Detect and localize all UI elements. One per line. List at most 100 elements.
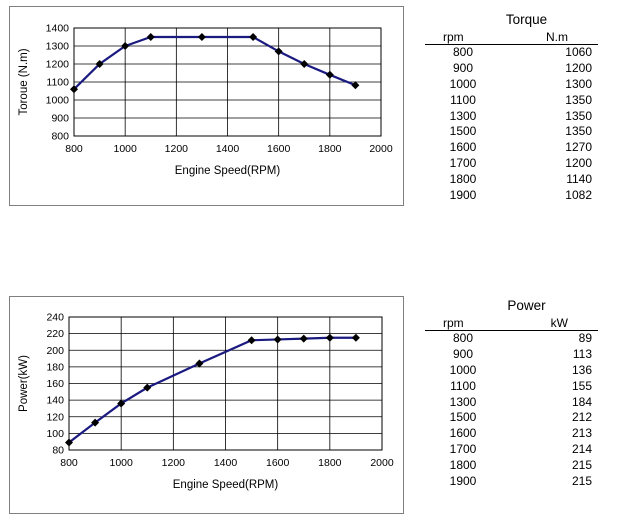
torque-table-row: 800 1060: [425, 45, 598, 61]
power-table-title: Power: [507, 298, 546, 313]
power-row-value: 113: [572, 346, 592, 361]
torque-row-rpm: 1700: [449, 156, 477, 171]
power-data-point: [195, 359, 204, 368]
torque-table-row: 1300 1350: [425, 109, 598, 125]
torque-row-rpm: 1500: [449, 124, 477, 139]
power-series-line: [68, 336, 356, 444]
torque-data-point: [274, 47, 283, 56]
power-ytick-label: 100: [46, 428, 64, 440]
power-x-axis-title: Engine Speed(RPM): [173, 479, 279, 491]
torque-data-point: [197, 33, 206, 41]
power-xtick-label: 1400: [214, 457, 238, 469]
torque-table-row: 1600 1270: [425, 140, 598, 156]
torque-y-axis-title: Toroue (N.m): [18, 48, 30, 115]
torque-ytick-label: 900: [51, 113, 69, 125]
power-xtick-label: 1800: [318, 457, 342, 469]
torque-col-rpm: rpm: [443, 30, 464, 44]
torque-xtick-label: 1800: [318, 143, 342, 155]
torque-chart-panel: 800 900 1000 1100 1200 1300 1400 800 1000 1200 140…: [9, 6, 404, 206]
power-row-rpm: 1300: [449, 394, 477, 409]
power-data-point: [117, 399, 126, 408]
power-ytick-label: 200: [46, 345, 64, 357]
torque-row-rpm: 1800: [449, 172, 477, 187]
torque-row-rpm: 1900: [449, 188, 477, 203]
power-xtick-label: 1600: [266, 457, 290, 469]
torque-row-value: 1200: [565, 60, 592, 75]
power-table-row: 1700 214: [425, 442, 598, 458]
torque-xtick-label: 1000: [113, 143, 137, 155]
torque-data-point: [300, 60, 309, 68]
torque-row-value: 1270: [565, 140, 592, 155]
power-row-rpm: 1100: [450, 378, 476, 393]
torque-data-point: [325, 70, 334, 79]
power-ytick-label: 80: [52, 445, 64, 457]
torque-xtick-label: 2000: [369, 143, 393, 155]
power-chart: 80 100 120 140 160 180 200 220 240 800 1000 1200 140…: [18, 312, 394, 492]
torque-ytick-label: 1400: [46, 23, 70, 35]
power-row-rpm: 1800: [449, 458, 477, 473]
power-table-row: 1800 215: [425, 458, 598, 474]
torque-ytick-label: 1100: [46, 77, 69, 89]
power-data-point: [91, 418, 100, 427]
power-data-point: [247, 336, 256, 345]
torque-table-rows: 800 1060 900 1200 1000 1300 1100 1350 1300 1350 15…: [425, 45, 598, 204]
torque-x-axis-title: Engine Speed(RPM): [175, 165, 281, 177]
power-col-kw: kW: [550, 316, 568, 330]
power-table-row: 800 89: [425, 331, 598, 347]
power-data-point: [325, 333, 334, 342]
torque-row-value: 1200: [565, 156, 592, 171]
power-ytick-label: 140: [46, 395, 64, 407]
power-table-rows: 800 89 900 113 1000 136 1100 155 1300 184 1500 212 1…: [425, 331, 598, 490]
power-ytick-label: 160: [46, 378, 64, 390]
power-row-value: 215: [571, 474, 592, 489]
torque-table-row: 1500 1350: [425, 124, 598, 140]
power-data-point: [143, 383, 152, 392]
torque-table-row: 1900 1082: [425, 188, 598, 204]
power-row-rpm: 1900: [449, 474, 477, 489]
power-ytick-label: 220: [46, 328, 64, 340]
torque-xtick-label: 1400: [216, 143, 240, 155]
power-table-row: 900 113: [425, 347, 598, 363]
torque-row-rpm: 900: [452, 60, 474, 75]
power-table: Power rpm kW 800 89 900 113 1000 136 1100 155 13…: [425, 296, 598, 490]
torque-xtick-label: 1200: [165, 143, 189, 155]
torque-chart: 800 900 1000 1100 1200 1300 1400 800 1000 1200 140…: [18, 23, 393, 178]
torque-col-nm: N.m: [546, 30, 568, 44]
torque-row-value: 1140: [566, 172, 592, 187]
torque-row-rpm: 1100: [450, 92, 476, 107]
power-xtick-label: 1000: [109, 457, 133, 469]
power-table-row: 1300 184: [425, 395, 598, 411]
power-col-rpm: rpm: [443, 316, 464, 330]
power-row-value: 213: [571, 426, 592, 441]
power-row-value: 214: [571, 442, 592, 457]
torque-table-row: 1800 1140: [425, 172, 598, 188]
power-ytick-label: 240: [46, 312, 64, 324]
power-ytick-label: 180: [46, 361, 64, 373]
torque-data-point: [249, 33, 258, 41]
torque-table-row: 900 1200: [425, 61, 598, 77]
torque-data-point: [70, 85, 78, 94]
torque-row-value: 1300: [565, 76, 592, 91]
torque-row-value: 1350: [565, 124, 592, 139]
power-xtick-label: 1200: [162, 457, 186, 469]
power-row-value: 212: [571, 410, 592, 425]
power-table-header: rpm kW: [425, 316, 598, 331]
power-row-rpm: 800: [452, 331, 474, 345]
power-plot-frame: [68, 316, 383, 451]
power-xtick-label: 2000: [370, 457, 394, 469]
power-y-axis-title: Power(kW): [18, 355, 30, 412]
power-row-value: 155: [571, 378, 592, 393]
power-chart-panel: 80 100 120 140 160 180 200 220 240 800 1000 1200 140…: [9, 296, 404, 514]
torque-data-point: [121, 42, 130, 50]
torque-data-point: [95, 60, 104, 68]
torque-row-rpm: 1300: [449, 108, 477, 123]
power-data-point: [351, 333, 360, 342]
power-ytick-label: 120: [46, 411, 64, 423]
power-row-value: 215: [571, 458, 592, 473]
torque-table-header: rpm N.m: [425, 30, 598, 45]
power-table-row: 1100 155: [425, 379, 598, 395]
torque-row-rpm: 800: [452, 45, 474, 59]
torque-xtick-label: 800: [65, 143, 83, 155]
torque-row-value: 1060: [565, 45, 592, 59]
power-row-rpm: 1700: [449, 442, 477, 457]
